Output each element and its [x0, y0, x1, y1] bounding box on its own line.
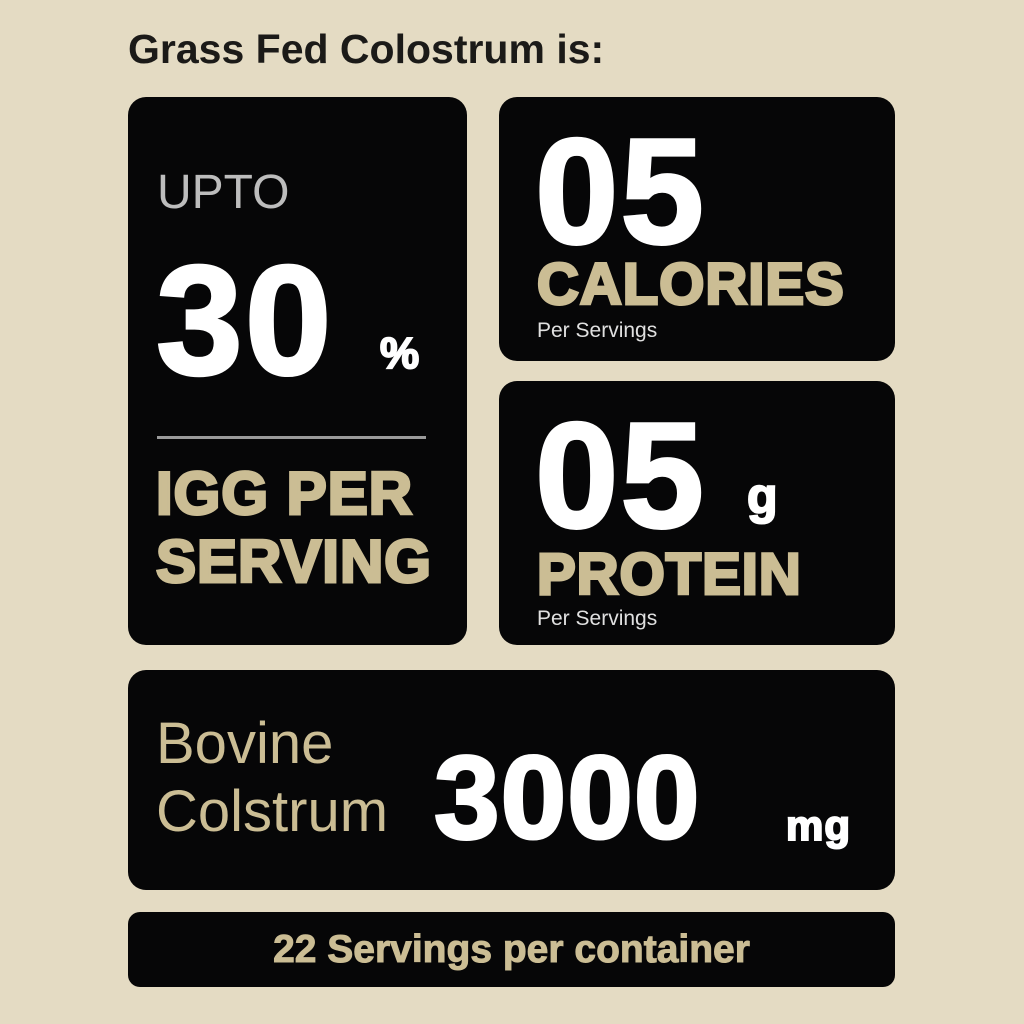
protein-card: 05 g PROTEIN Per Servings [499, 381, 895, 645]
bovine-card: Bovine Colstrum 3000 mg [128, 670, 895, 890]
igg-label-line2: SERVING [155, 527, 433, 597]
servings-banner: 22 Servings per container [128, 912, 895, 987]
protein-value: 05 [534, 390, 706, 561]
bovine-value: 3000 [433, 731, 702, 866]
bovine-label-line2: Colstrum [156, 779, 389, 844]
bovine-unit: mg [785, 801, 851, 850]
calories-value: 05 [534, 106, 706, 277]
bovine-label-line1: Bovine [156, 711, 334, 776]
calories-sub: Per Servings [537, 319, 658, 342]
page-title: Grass Fed Colostrum is: [128, 26, 605, 72]
igg-label-line1: IGG PER [154, 459, 414, 529]
upto-label: UPTO [157, 166, 290, 219]
igg-card: UPTO 30 % IGG PER SERVING [128, 97, 467, 645]
igg-unit: % [379, 328, 421, 379]
calories-label: CALORIES [536, 251, 846, 319]
calories-card: 05 CALORIES Per Servings [499, 97, 895, 361]
servings-text: 22 Servings per container [273, 927, 751, 971]
protein-label: PROTEIN [536, 541, 803, 609]
igg-value: 30 [155, 233, 334, 410]
protein-unit: g [746, 467, 779, 525]
divider [157, 436, 426, 439]
protein-sub: Per Servings [537, 607, 658, 630]
